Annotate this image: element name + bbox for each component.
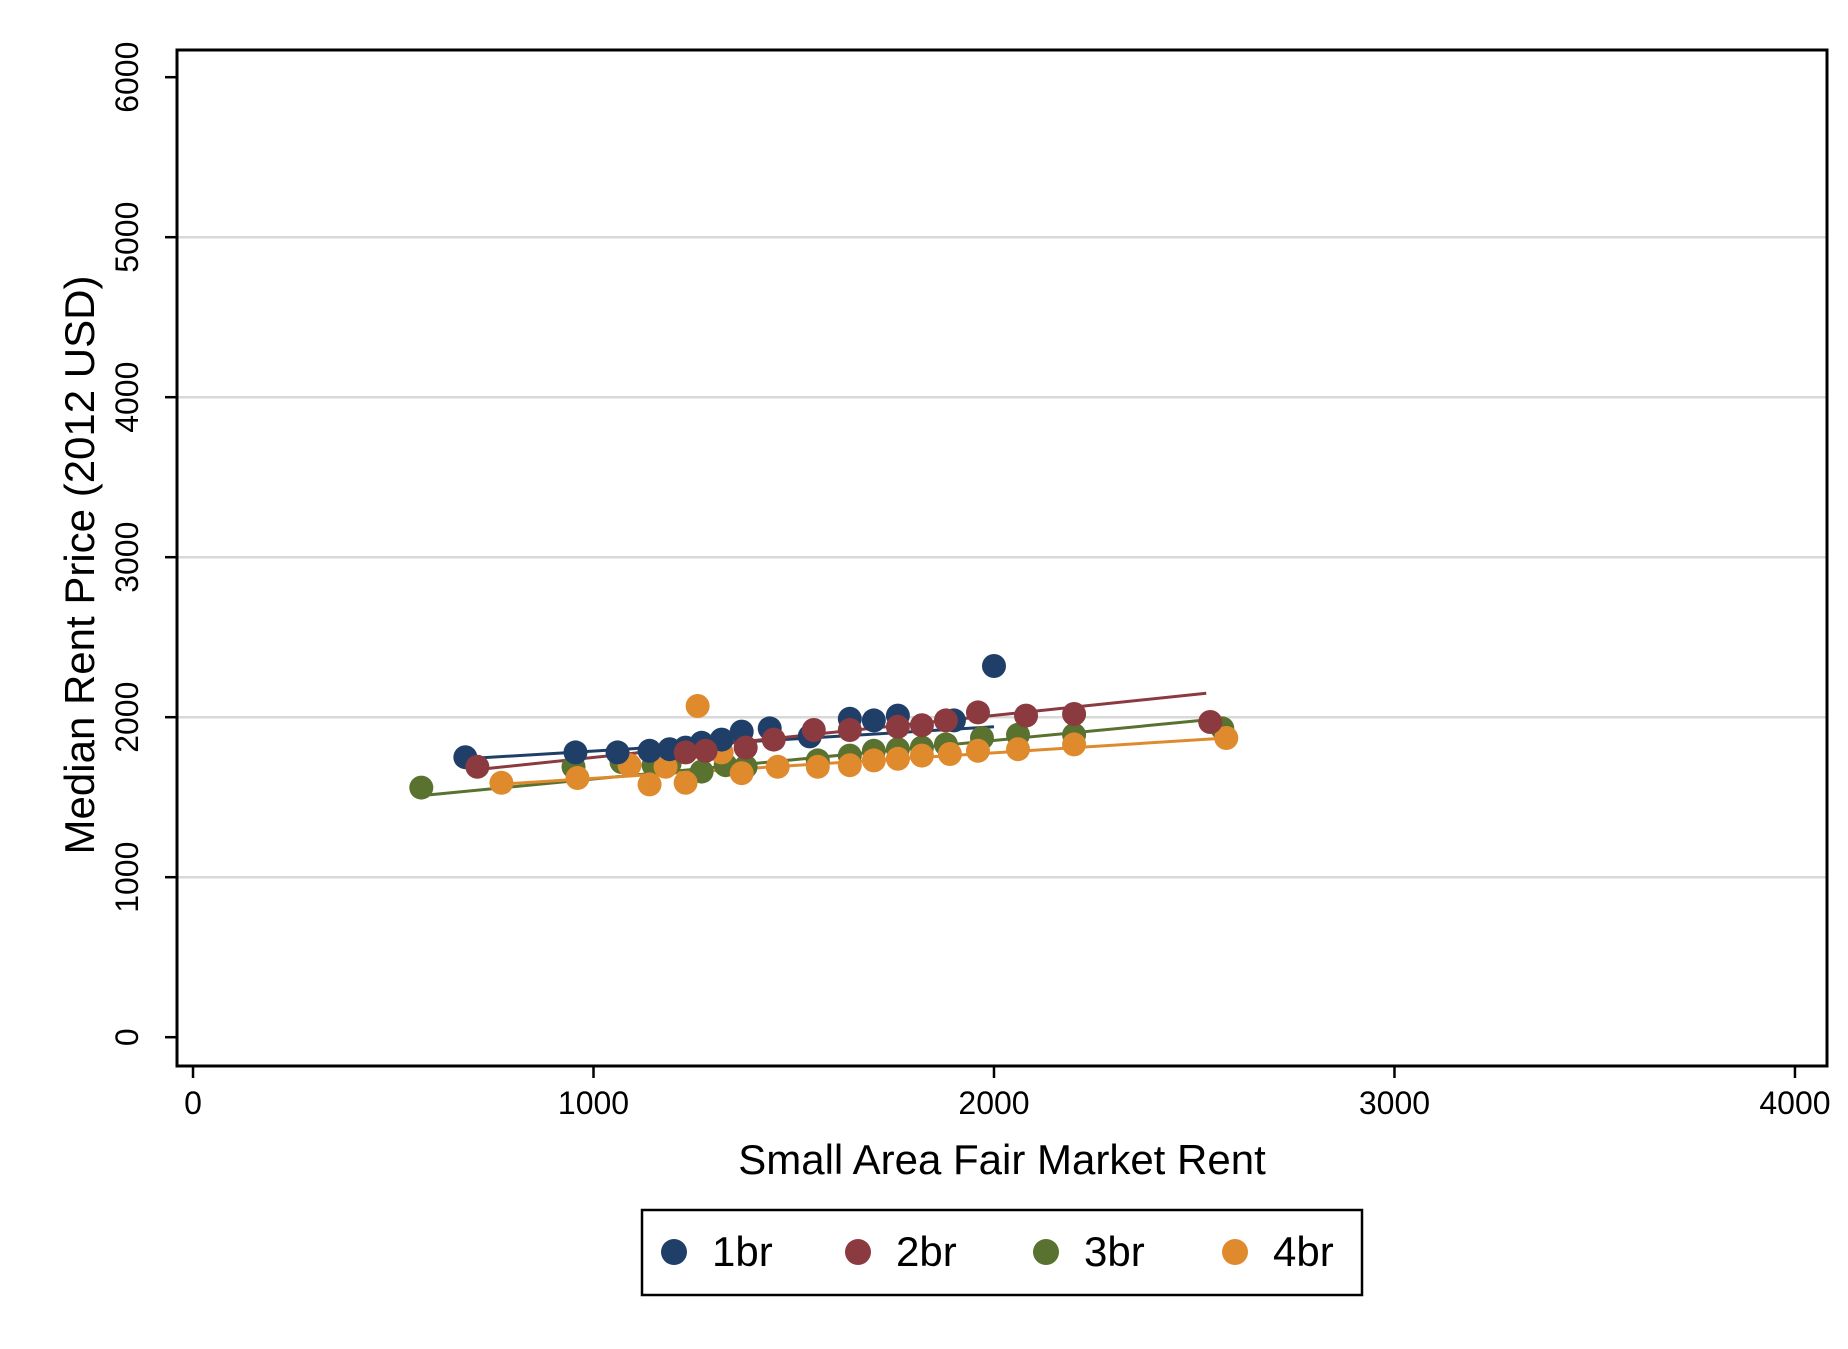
legend-marker-3br [1033,1239,1059,1265]
data-points [409,654,1239,800]
y-axis: 0 1000 2000 3000 4000 5000 6000 [109,42,177,1046]
legend-label-2br: 2br [896,1228,957,1275]
legend: 1br 2br 3br 4br [640,1208,1364,1297]
x-tick-label: 0 [184,1085,202,1121]
point-4br [1062,732,1087,757]
y-tick-label: 3000 [109,522,145,593]
legend-marker-2br [845,1239,871,1265]
legend-marker-4br [1222,1239,1248,1265]
point-1br [605,740,630,765]
y-tick-label: 5000 [109,202,145,273]
point-4br [637,772,662,797]
point-4br [489,770,514,795]
point-2br [837,718,862,742]
point-4br [965,738,990,763]
point-4br [673,770,698,795]
point-4br [805,754,830,779]
point-1br [637,738,662,763]
x-tick-label: 1000 [558,1085,629,1121]
point-4br [837,753,862,778]
y-tick-label: 6000 [109,42,145,113]
point-2br [761,727,786,752]
y-tick-label: 4000 [109,362,145,433]
x-tick-label: 3000 [1359,1085,1430,1121]
x-tick-label: 4000 [1759,1085,1830,1121]
point-4br [685,694,710,718]
legend-label-1br: 1br [712,1228,773,1275]
point-3br [409,775,434,800]
legend-label-4br: 4br [1273,1228,1334,1275]
point-2br [1062,702,1087,726]
point-1br [563,740,588,765]
point-4br [1214,726,1239,750]
grid-layer [177,235,1827,879]
x-tick-label: 2000 [958,1085,1029,1121]
y-tick-label: 0 [109,1028,145,1046]
point-4br [937,742,962,766]
fit-line-4br [497,736,1227,786]
legend-marker-1br [661,1239,687,1265]
x-axis-title: Small Area Fair Market Rent [738,1136,1266,1183]
point-2br [693,738,718,763]
y-tick-label: 1000 [109,842,145,913]
point-4br [861,748,886,773]
point-1br [861,708,886,733]
point-2br [733,735,758,760]
point-2br [933,708,958,733]
point-2br [1198,710,1223,734]
point-2br [1014,703,1039,728]
point-4br [729,761,754,786]
point-2br [673,740,698,765]
y-tick-label: 2000 [109,682,145,753]
y-axis-title: Median Rent Price (2012 USD) [56,276,103,855]
point-4br [909,743,934,768]
point-2br [465,754,490,779]
point-4br [565,766,590,790]
x-axis: 0 1000 2000 3000 4000 [184,1066,1831,1121]
point-1br [981,654,1006,678]
point-4br [765,754,790,779]
point-4br [1006,737,1031,762]
point-2br [909,713,934,738]
point-2br [965,700,990,725]
point-4br [885,746,910,771]
legend-label-3br: 3br [1084,1228,1145,1275]
point-2br [801,718,826,742]
fit-lines [421,691,1227,798]
point-2br [885,714,910,739]
